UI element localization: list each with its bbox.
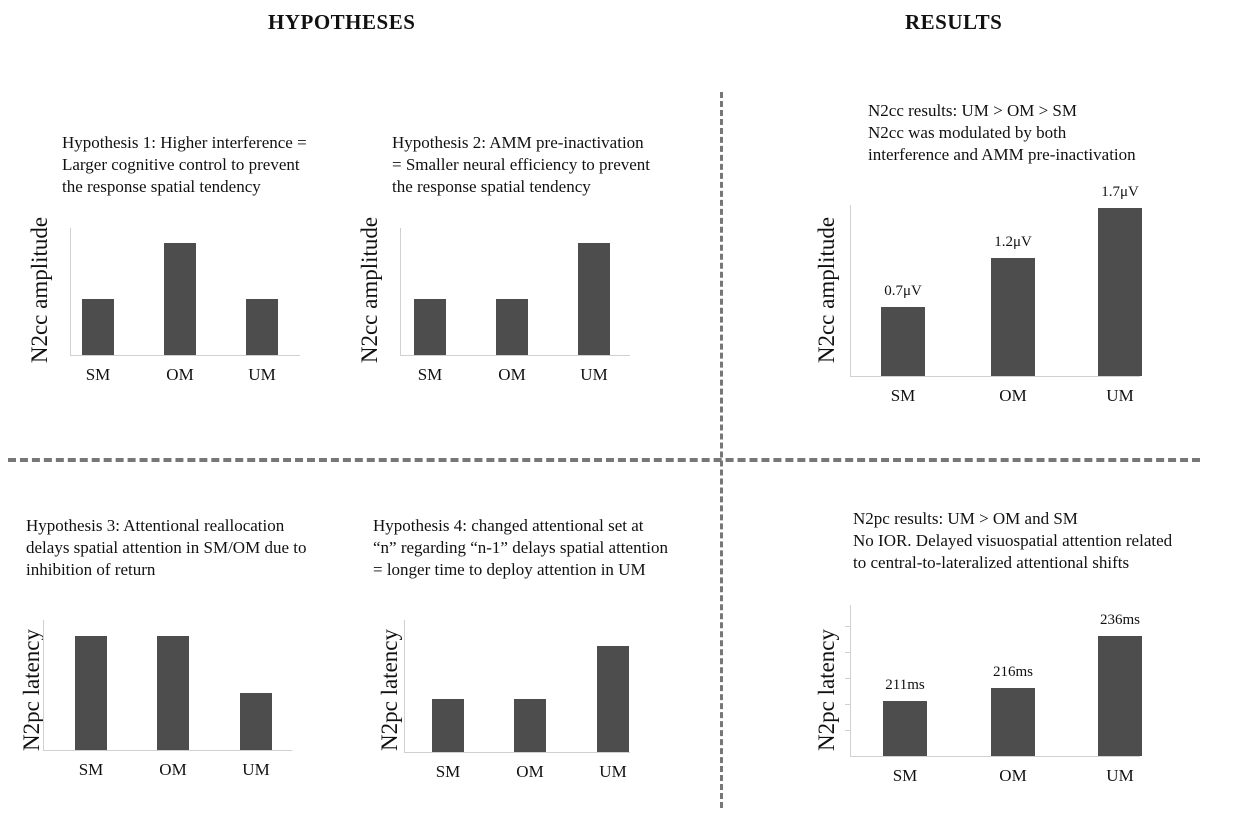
y-axis-label: N2pc latency	[19, 629, 44, 751]
y-axis-line	[404, 620, 405, 752]
chart-title: Hypothesis 2: AMM pre-inactivation = Sma…	[392, 133, 651, 196]
bar-um	[578, 243, 610, 355]
results-heading: RESULTS	[905, 10, 1003, 34]
chart-title: N2pc results: UM > OM and SM No IOR. Del…	[853, 509, 1173, 572]
bar-om	[164, 243, 196, 355]
y-axis-line	[43, 620, 44, 750]
x-axis-line	[404, 752, 630, 753]
y-tick	[845, 626, 850, 627]
hypotheses-heading: HYPOTHESES	[268, 10, 416, 34]
x-axis-line	[43, 750, 292, 751]
bar-om	[157, 636, 189, 750]
bar-um	[1098, 208, 1142, 376]
x-tick-label: UM	[1106, 766, 1134, 785]
data-label: 1.7μV	[1101, 184, 1139, 201]
bar-sm	[432, 699, 464, 752]
horizontal-divider	[8, 458, 1200, 462]
data-label: 236ms	[1099, 612, 1141, 629]
x-tick-label: OM	[498, 365, 526, 384]
chart-title: N2cc results: UM > OM > SM N2cc was modu…	[868, 101, 1136, 164]
bar-um	[246, 299, 278, 355]
chart-title: Hypothesis 4: changed attentional set at…	[373, 516, 669, 579]
bar-om	[496, 299, 528, 355]
bar-um	[1098, 636, 1142, 756]
bar-sm	[881, 306, 925, 376]
data-label: 211ms	[885, 677, 925, 694]
data-label: 216ms	[992, 664, 1034, 681]
x-axis-line	[850, 376, 1140, 377]
y-tick	[845, 678, 850, 679]
y-axis-line	[400, 228, 401, 355]
y-axis-label: N2pc latency	[814, 629, 839, 751]
y-tick	[845, 652, 850, 653]
x-tick-label: UM	[248, 365, 276, 384]
x-tick-label: SM	[85, 365, 111, 384]
x-axis-line	[70, 355, 300, 356]
x-tick-label: UM	[242, 760, 270, 779]
x-tick-label: SM	[435, 762, 461, 781]
y-axis-line	[850, 205, 851, 376]
x-tick-label: UM	[599, 762, 627, 781]
vertical-divider	[720, 92, 723, 808]
bar-om	[991, 257, 1035, 376]
chart-title: Hypothesis 1: Higher interference = Larg…	[62, 133, 307, 196]
bar-sm	[82, 299, 114, 355]
data-label: 0.7μV	[884, 282, 922, 299]
y-axis-label: N2cc amplitude	[357, 216, 382, 364]
y-axis-line	[70, 228, 71, 355]
x-tick-label: UM	[580, 365, 608, 384]
x-tick-label: OM	[999, 766, 1027, 785]
x-tick-label: OM	[516, 762, 544, 781]
bar-om	[514, 699, 546, 752]
x-tick-label: SM	[892, 766, 918, 785]
x-tick-label: OM	[166, 365, 194, 384]
x-tick-label: UM	[1106, 386, 1134, 405]
y-axis-line	[850, 605, 851, 756]
y-axis-label: N2cc amplitude	[27, 216, 52, 364]
chart-title: Hypothesis 3: Attentional reallocation d…	[26, 516, 307, 579]
y-axis-label: N2pc latency	[377, 629, 402, 751]
bar-um	[597, 646, 629, 752]
bar-sm	[414, 299, 446, 355]
y-axis-label: N2cc amplitude	[814, 216, 839, 364]
x-axis-line	[850, 756, 1140, 757]
bar-um	[240, 693, 272, 750]
bar-sm	[883, 701, 927, 756]
y-tick	[845, 730, 850, 731]
bar-sm	[75, 636, 107, 750]
x-tick-label: OM	[999, 386, 1027, 405]
x-tick-label: SM	[417, 365, 443, 384]
x-axis-line	[400, 355, 630, 356]
bar-om	[991, 688, 1035, 756]
x-tick-label: SM	[890, 386, 916, 405]
y-tick	[845, 704, 850, 705]
x-tick-label: OM	[159, 760, 187, 779]
x-tick-label: SM	[78, 760, 104, 779]
data-label: 1.2μV	[994, 233, 1032, 250]
